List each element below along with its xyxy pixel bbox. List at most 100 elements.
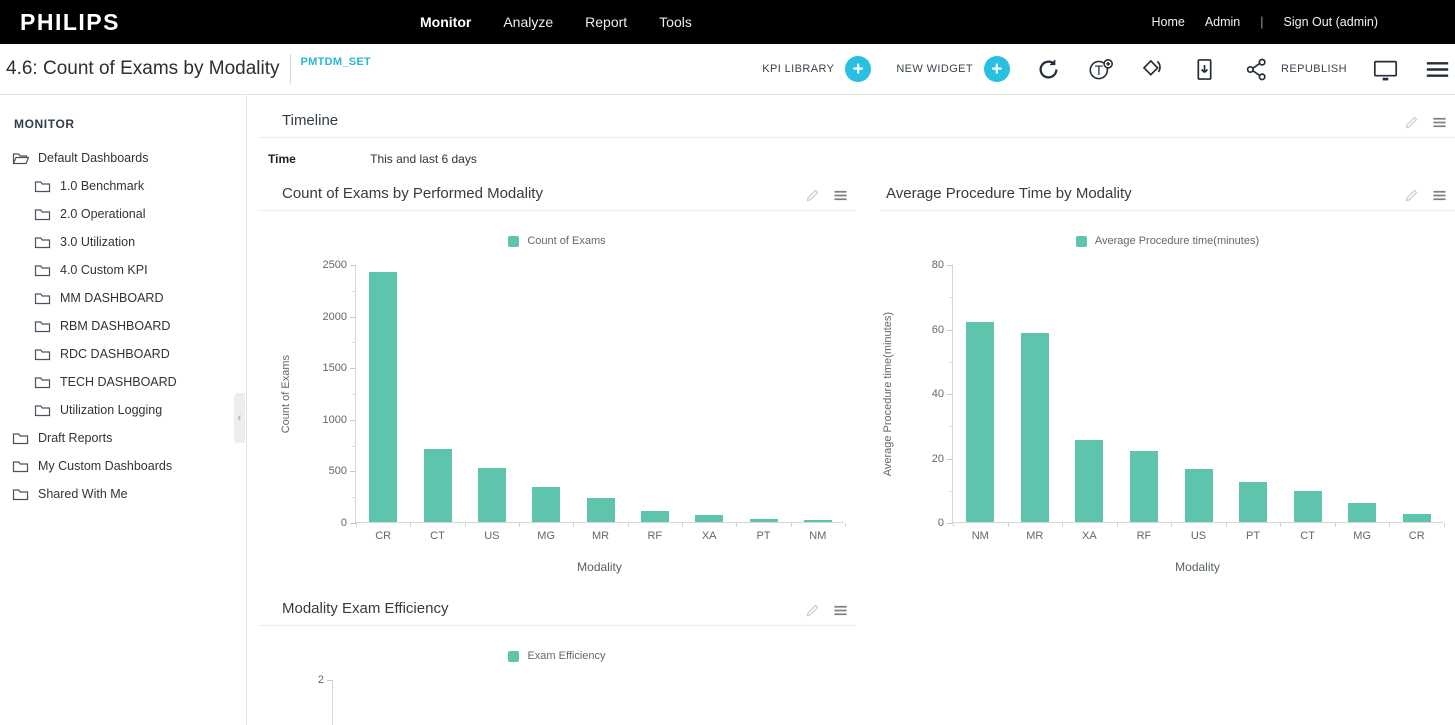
topnav-right: Home Admin | Sign Out (admin) bbox=[1151, 0, 1378, 44]
y-minor-tick-mark bbox=[949, 361, 953, 363]
sidebar-item-3-0-utilization[interactable]: 3.0 Utilization bbox=[0, 228, 246, 256]
bar-mr[interactable] bbox=[586, 497, 615, 522]
bar-mr[interactable] bbox=[1020, 333, 1049, 522]
y-tick-mark bbox=[947, 394, 953, 395]
edit-pencil-icon[interactable] bbox=[805, 188, 820, 203]
x-tick-mark bbox=[464, 523, 466, 527]
x-tick-mark bbox=[573, 523, 575, 527]
bar-ct[interactable] bbox=[423, 448, 452, 522]
add-text-icon[interactable]: T bbox=[1087, 56, 1114, 83]
sidebar-item-default-dashboards[interactable]: Default Dashboards bbox=[0, 144, 246, 172]
sidebar-item-4-0-custom-kpi[interactable]: 4.0 Custom KPI bbox=[0, 256, 246, 284]
dataset-tag[interactable]: PMTDM_SET bbox=[300, 56, 372, 68]
sidebar-item-2-0-operational[interactable]: 2.0 Operational bbox=[0, 200, 246, 228]
divider: | bbox=[1260, 15, 1264, 29]
svg-text:T: T bbox=[1095, 63, 1103, 78]
y-tick-label: 20 bbox=[931, 452, 944, 465]
bar-nm[interactable] bbox=[803, 520, 832, 522]
legend[interactable]: Average Procedure time(minutes) bbox=[880, 235, 1455, 247]
chart-panel-count-of-exams: Count of Exams by Performed Modality Cou… bbox=[258, 178, 856, 593]
sidebar-item-label: Utilization Logging bbox=[60, 403, 163, 417]
fill-icon[interactable] bbox=[1139, 56, 1166, 83]
sidebar-item-label: Draft Reports bbox=[38, 431, 113, 445]
y-minor-tick-mark bbox=[352, 290, 356, 292]
edit-pencil-icon[interactable] bbox=[1404, 188, 1419, 203]
bar-us[interactable] bbox=[1184, 468, 1213, 522]
y-minor-tick-mark bbox=[949, 297, 953, 299]
sidebar-item-my-custom-dashboards[interactable]: My Custom Dashboards bbox=[0, 452, 246, 480]
x-tick-mark bbox=[845, 523, 846, 527]
edit-pencil-icon[interactable] bbox=[1404, 115, 1419, 130]
x-tick-mark bbox=[790, 523, 792, 527]
sidebar-item-draft-reports[interactable]: Draft Reports bbox=[0, 424, 246, 452]
nav-report[interactable]: Report bbox=[585, 14, 628, 30]
bar-xa[interactable] bbox=[695, 515, 724, 522]
sidebar-item-tech-dashboard[interactable]: TECH DASHBOARD bbox=[0, 368, 246, 396]
plus-icon: + bbox=[845, 56, 872, 82]
timeline-panel-header: Timeline bbox=[258, 105, 1455, 138]
chart-panel-avg-procedure-time: Average Procedure Time by Modality Avera… bbox=[880, 178, 1455, 593]
panel-menu-icon[interactable] bbox=[833, 603, 848, 618]
bar-us[interactable] bbox=[477, 468, 506, 522]
legend[interactable]: Exam Efficiency bbox=[258, 650, 856, 662]
bar-mg[interactable] bbox=[1348, 502, 1377, 522]
plot-area: 0 500 1000 1500 2000 2500 CR CT US MG MR RF XA PT NM bbox=[323, 259, 846, 542]
legend[interactable]: Count of Exams bbox=[258, 235, 856, 247]
bar-cr[interactable] bbox=[1402, 513, 1431, 522]
y-tick-mark bbox=[947, 265, 953, 266]
sidebar-item-rbm-dashboard[interactable]: RBM DASHBOARD bbox=[0, 312, 246, 340]
x-tick-mark bbox=[1280, 523, 1282, 527]
x-category-label: NM bbox=[971, 530, 989, 542]
new-widget-button[interactable]: NEW WIDGET + bbox=[896, 56, 1011, 82]
y-tick-mark bbox=[350, 316, 356, 318]
bar-cr[interactable] bbox=[369, 272, 398, 522]
panel-menu-icon[interactable] bbox=[1432, 188, 1447, 203]
nav-analyze[interactable]: Analyze bbox=[503, 14, 554, 30]
bar-rf[interactable] bbox=[640, 510, 669, 522]
bar-xa[interactable] bbox=[1075, 439, 1104, 522]
x-category-label: US bbox=[484, 530, 500, 542]
kpi-library-button[interactable]: KPI LIBRARY + bbox=[762, 56, 872, 82]
sidebar-item-shared-with-me[interactable]: Shared With Me bbox=[0, 480, 246, 508]
bar-rf[interactable] bbox=[1129, 451, 1158, 522]
x-tick-mark bbox=[682, 523, 683, 527]
sidebar-item-utilization-logging[interactable]: Utilization Logging bbox=[0, 396, 246, 424]
sidebar-collapse-handle[interactable]: ‹ bbox=[234, 393, 245, 443]
folder-icon bbox=[12, 459, 29, 474]
sidebar-item-label: 4.0 Custom KPI bbox=[60, 263, 148, 277]
bar-pt[interactable] bbox=[749, 519, 778, 522]
sidebar-item-rdc-dashboard[interactable]: RDC DASHBOARD bbox=[0, 340, 246, 368]
export-document-icon[interactable] bbox=[1191, 56, 1218, 83]
y-tick-mark bbox=[350, 523, 356, 524]
folder-icon bbox=[12, 487, 29, 502]
nav-monitor[interactable]: Monitor bbox=[420, 14, 472, 30]
nav-home[interactable]: Home bbox=[1151, 15, 1185, 29]
y-tick-label: 60 bbox=[931, 323, 944, 336]
legend-label: Average Procedure time(minutes) bbox=[1094, 235, 1260, 247]
nav-sign-out-admin[interactable]: Sign Out (admin) bbox=[1283, 15, 1378, 29]
bar-nm[interactable] bbox=[966, 322, 995, 522]
y-minor-tick-mark bbox=[352, 394, 356, 395]
nav-admin[interactable]: Admin bbox=[1204, 15, 1241, 29]
bar-mg[interactable] bbox=[532, 486, 561, 522]
menu-icon[interactable] bbox=[1424, 56, 1451, 83]
republish-button[interactable]: REPUBLISH bbox=[1243, 56, 1347, 83]
folder-icon bbox=[34, 179, 51, 194]
display-icon[interactable] bbox=[1372, 56, 1399, 83]
refresh-icon[interactable] bbox=[1035, 56, 1062, 83]
nav-tools[interactable]: Tools bbox=[659, 14, 692, 30]
sidebar-item-1-0-benchmark[interactable]: 1.0 Benchmark bbox=[0, 172, 246, 200]
edit-pencil-icon[interactable] bbox=[805, 603, 820, 618]
time-filter-row[interactable]: Time This and last 6 days bbox=[268, 152, 477, 166]
philips-logo[interactable]: PHILIPS bbox=[20, 9, 120, 35]
bar-ct[interactable] bbox=[1293, 491, 1322, 522]
sidebar-item-label: Shared With Me bbox=[38, 487, 128, 501]
bar-pt[interactable] bbox=[1239, 481, 1268, 522]
panel-menu-icon[interactable] bbox=[833, 188, 848, 203]
x-tick-mark bbox=[1225, 523, 1227, 527]
panel-menu-icon[interactable] bbox=[1432, 115, 1447, 130]
folder-open-icon bbox=[12, 151, 29, 166]
x-category-label: NM bbox=[809, 530, 827, 542]
sidebar-item-mm-dashboard[interactable]: MM DASHBOARD bbox=[0, 284, 246, 312]
